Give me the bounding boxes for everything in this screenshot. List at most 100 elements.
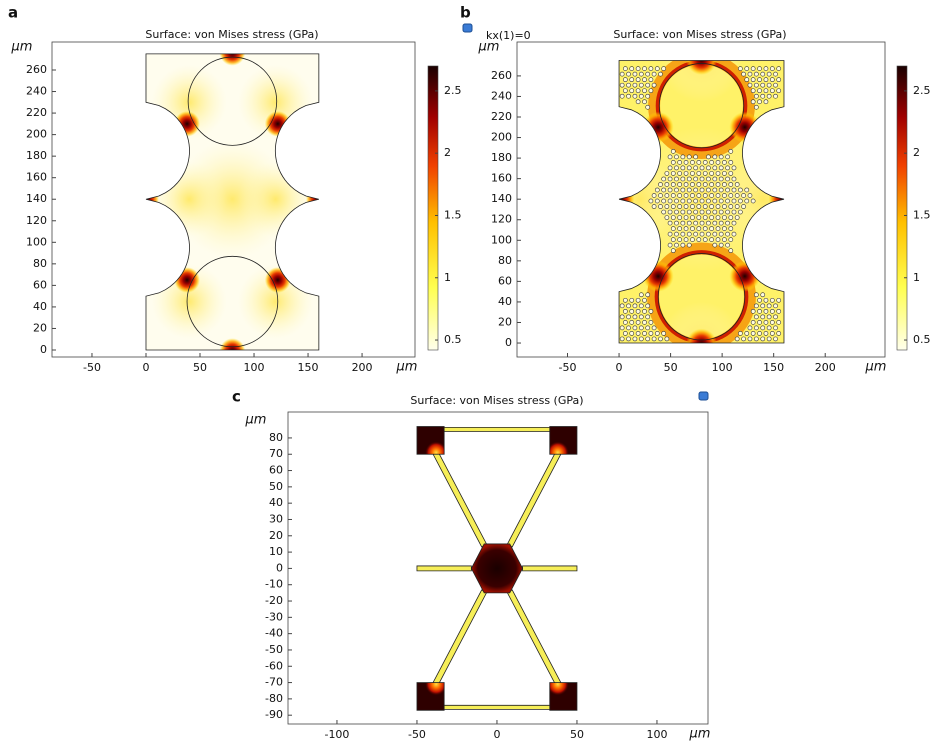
pore [766,82,772,88]
pore [680,154,686,160]
pore [642,88,647,94]
colorbar-tick-label: 2.5 [913,84,931,97]
pore [725,220,730,226]
y-tick-label: 220 [491,110,512,123]
icon [462,23,473,33]
pore [715,237,721,242]
pore [654,198,660,204]
pore [702,182,708,187]
y-tick-label: 40 [269,496,283,509]
pore [674,242,679,248]
pore [642,331,647,336]
pore [773,325,778,331]
pore [712,231,718,237]
pore [702,237,708,242]
pore [776,331,782,336]
pore [725,242,730,248]
y-tick-label: 240 [26,85,47,98]
pore [670,182,676,187]
pore [629,308,635,314]
pore [738,209,743,215]
pore [619,71,625,77]
pore [632,82,638,88]
pore [706,231,711,237]
panel: c Surface: von Mises stress (GPa)μmμm-100… [232,388,710,742]
x-tick-label: -50 [408,728,426,741]
pore [773,314,778,320]
pore [648,77,654,83]
pore [674,231,679,237]
pore [626,325,631,331]
y-tick-label: 260 [26,63,47,76]
pore [683,215,689,220]
pore [747,193,753,198]
y-axis-label: μm [245,413,267,428]
pore [664,182,670,187]
pore [626,303,631,309]
x-tick-label: 50 [193,361,207,374]
pore [686,165,692,171]
y-tick-label: -60 [265,659,283,672]
pore [693,209,699,215]
pore [709,204,714,209]
pore [622,331,628,336]
pore [632,93,638,99]
pore [683,193,689,198]
field-hotspot [174,110,201,137]
pore [706,176,711,182]
pore [757,99,762,105]
pore [769,77,775,83]
colorbar-tick-label: 2 [913,146,920,159]
pore [712,242,718,248]
pore [757,308,762,314]
pore [654,187,660,193]
plot-title: Surface: von Mises stress (GPa) [145,28,318,41]
x-tick-label: 100 [712,361,733,374]
pore [622,88,628,94]
pore [763,308,769,314]
pore [747,82,753,88]
field-hotspot [264,110,291,137]
pore [744,66,750,71]
pore [645,336,651,342]
pore [645,303,651,309]
pore [702,215,708,220]
pore [683,204,689,209]
pore [734,182,740,187]
pore [776,320,782,325]
pore [680,209,686,215]
pore [731,187,737,193]
pore [715,204,721,209]
pore [722,160,727,165]
pore [693,187,699,193]
field-hotspot [686,328,717,344]
pore [744,198,750,204]
pore [776,77,782,83]
pore [725,198,730,204]
y-tick-label: 260 [491,69,512,82]
beam [431,589,488,688]
y-tick-label: 120 [491,213,512,226]
pore [702,171,708,176]
pore [693,165,699,171]
y-tick-label: 60 [33,278,47,291]
pore [769,66,775,71]
pore [667,165,673,171]
x-tick-label: 200 [352,361,373,374]
pore [626,71,631,77]
pore [773,336,778,342]
pore [722,237,727,242]
pore [677,237,683,242]
colorbar-tick-label: 1.5 [444,208,462,221]
beam [522,565,578,572]
pore [715,215,721,220]
beam [416,565,472,572]
pore [670,171,676,176]
pore [661,66,667,71]
pore [651,193,657,198]
pore [706,209,711,215]
colorbar-tick-label: 1 [444,271,451,284]
y-tick-label: 20 [269,529,283,542]
pore [635,297,641,303]
panel: a Surface: von Mises stress (GPa) μm μm -50 0… [8,4,462,375]
